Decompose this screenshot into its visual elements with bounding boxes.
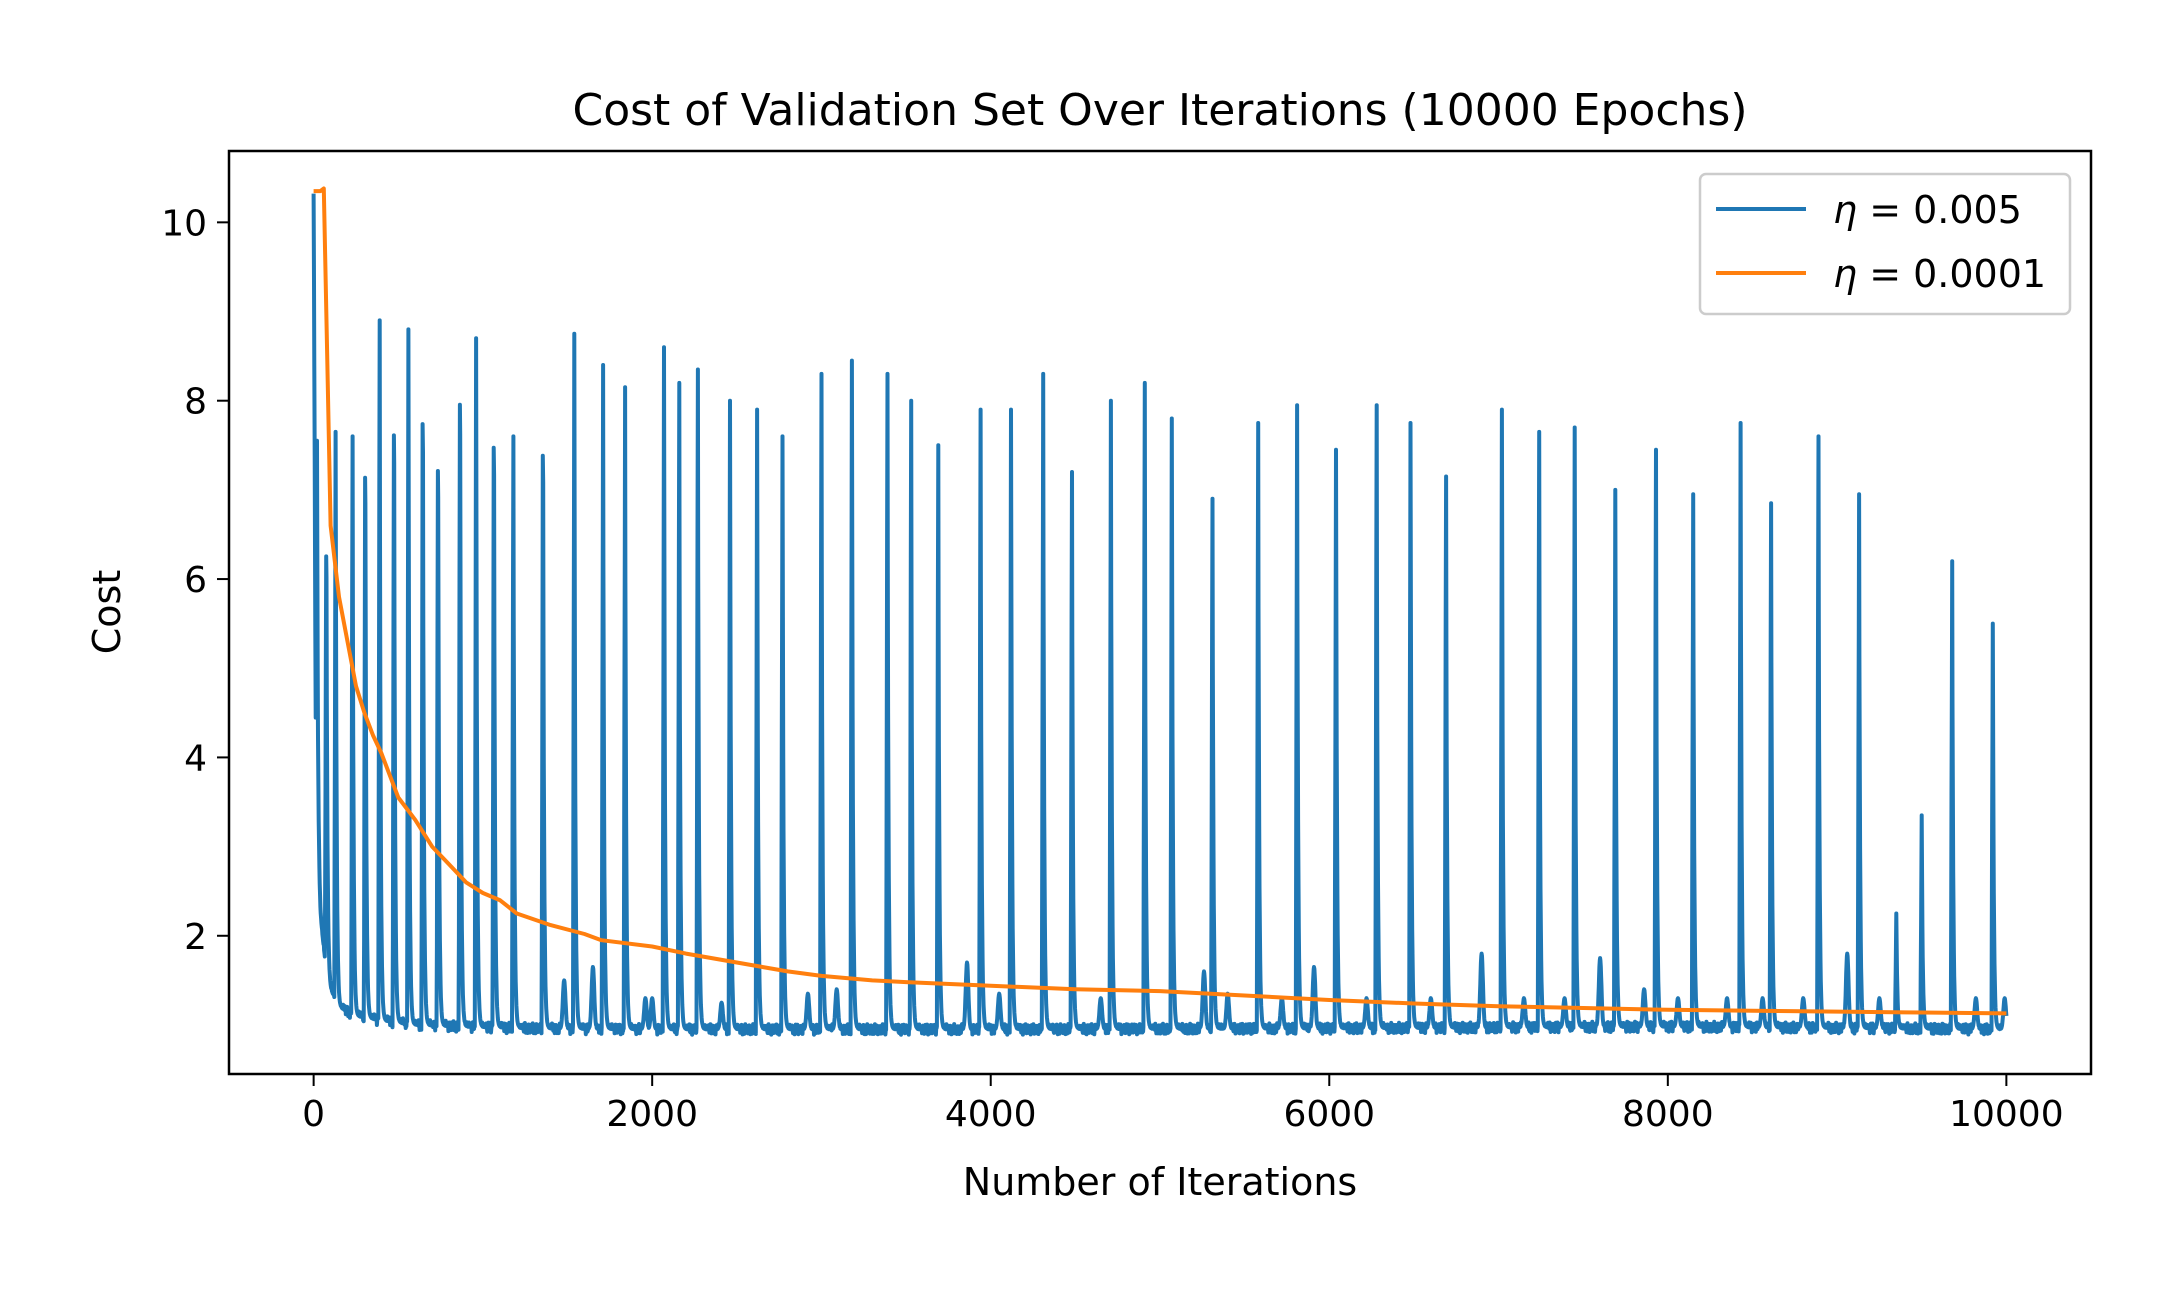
y-tick-label: 8 [184,382,207,423]
legend: η = 0.005 η = 0.0001 [1698,172,2072,316]
y-axis-label: Cost [85,570,129,654]
legend-label-series-1: η = 0.0001 [1833,252,2046,296]
x-axis-ticks: 0 2000 4000 6000 8000 10000 [302,1074,2064,1135]
legend-label-series-0: η = 0.005 [1833,188,2022,232]
y-axis-ticks: 2 4 6 8 10 [161,203,229,958]
x-tick-label: 8000 [1622,1094,1714,1135]
y-tick-label: 6 [184,560,207,601]
y-tick-label: 2 [184,917,207,958]
legend-value-series-1: = 0.0001 [1869,252,2046,296]
chart-title: Cost of Validation Set Over Iterations (… [572,85,1747,136]
series-layer [311,186,2009,1037]
x-tick-label: 4000 [945,1094,1037,1135]
plot-frame [227,149,2093,1076]
x-tick-label: 2000 [606,1094,698,1135]
legend-value-series-0: = 0.005 [1869,188,2022,232]
legend-symbol-series-1: η [1833,252,1857,296]
x-tick-label: 6000 [1283,1094,1375,1135]
x-tick-label: 10000 [1949,1094,2064,1135]
x-axis-label: Number of Iterations [963,1160,1357,1204]
y-tick-label: 4 [184,738,207,779]
legend-symbol-series-0: η [1833,188,1857,232]
x-tick-label: 0 [302,1094,325,1135]
series-line-0 [311,193,2009,1037]
series-line-1 [313,186,2007,1016]
y-tick-label: 10 [161,203,207,244]
